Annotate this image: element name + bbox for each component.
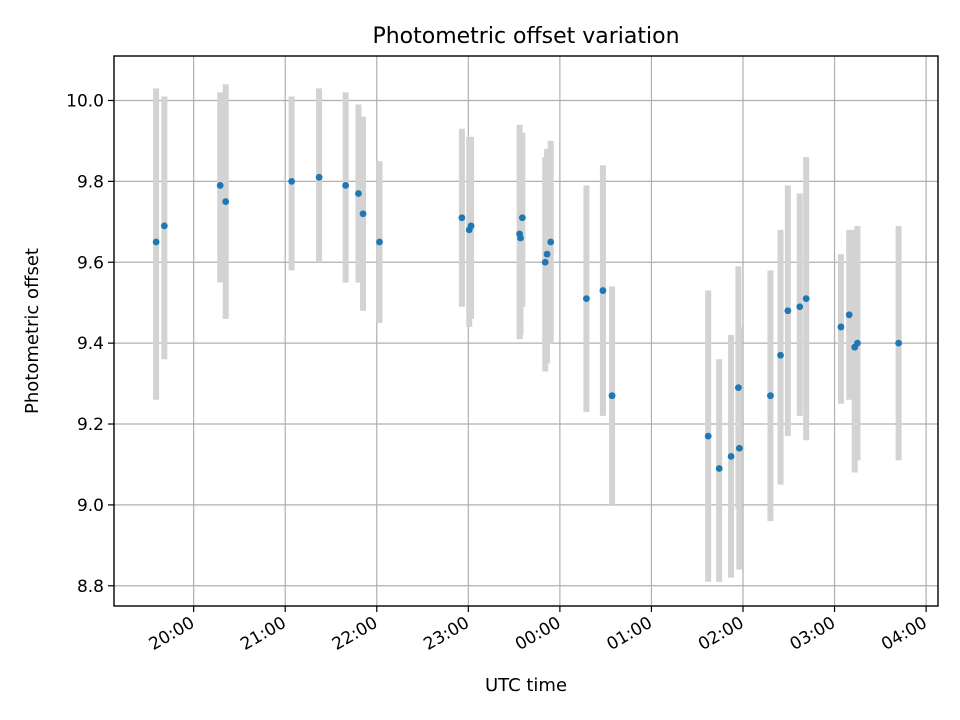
- data-point: [715, 465, 723, 472]
- data-point: [458, 214, 466, 222]
- data-point: [837, 323, 845, 331]
- data-point: [608, 392, 616, 400]
- data-point: [359, 210, 367, 218]
- plot-frame: [113, 55, 939, 607]
- chart-title: Photometric offset variation: [372, 24, 679, 49]
- data-point: [315, 173, 323, 181]
- data-point: [583, 295, 590, 303]
- data-point: [735, 384, 742, 392]
- data-point: [541, 258, 549, 266]
- data-point: [727, 452, 735, 460]
- y-tick-label: 9.2: [77, 415, 104, 435]
- y-tick-label: 9.0: [77, 496, 104, 516]
- data-point: [845, 311, 853, 319]
- data-point: [288, 177, 296, 185]
- data-point: [160, 222, 168, 230]
- data-point: [784, 307, 792, 315]
- data-point: [599, 287, 607, 294]
- data-point: [355, 190, 362, 197]
- data-point: [777, 351, 784, 359]
- data-point: [152, 238, 160, 246]
- y-tick-label: 8.8: [77, 577, 104, 597]
- y-axis-label: Photometric offset: [22, 248, 43, 414]
- data-point: [216, 182, 224, 189]
- data-point: [342, 182, 350, 189]
- data-point: [802, 295, 810, 303]
- data-point: [222, 198, 230, 205]
- y-tick-label: 9.4: [77, 334, 104, 354]
- data-point: [467, 222, 475, 230]
- data-point: [735, 444, 743, 452]
- axis-ticks: [108, 99, 927, 612]
- data-point: [517, 234, 524, 242]
- data-point: [704, 432, 712, 440]
- x-axis-label: UTC time: [485, 675, 567, 696]
- data-point: [854, 339, 861, 347]
- data-point: [547, 238, 555, 246]
- y-tick-label: 10.0: [66, 91, 104, 111]
- data-point: [796, 303, 804, 311]
- y-tick-label: 9.8: [77, 172, 104, 192]
- data-point: [543, 250, 551, 258]
- data-point: [767, 392, 774, 400]
- data-point: [895, 339, 903, 347]
- data-point: [376, 238, 383, 246]
- data-point: [518, 214, 526, 222]
- data-points: [152, 173, 903, 472]
- y-tick-label: 9.6: [77, 253, 104, 273]
